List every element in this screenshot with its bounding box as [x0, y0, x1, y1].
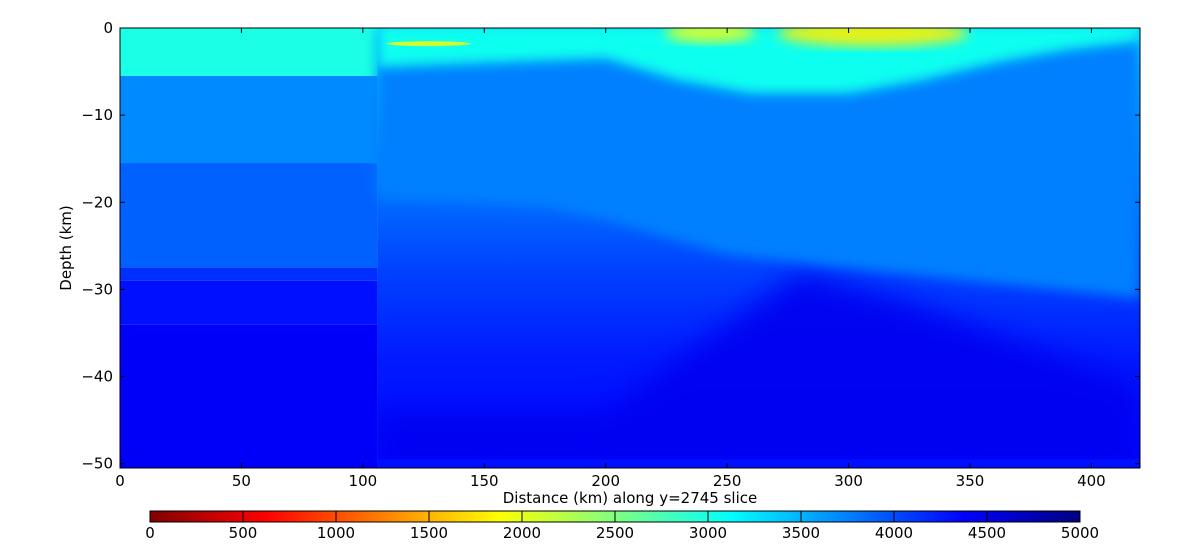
left-layer-1: [120, 75, 378, 164]
left-layer-4: [120, 280, 378, 325]
colorbar-tick-label: 4500: [968, 524, 1006, 542]
colorbar-tick-label: 0: [145, 524, 155, 542]
left-layer-3: [120, 267, 378, 281]
x-tick-label: 400: [1077, 472, 1106, 490]
y-tick-label: −50: [81, 455, 113, 473]
colorbar-tick-label: 2500: [596, 524, 634, 542]
x-tick-label: 100: [349, 472, 378, 490]
left-layer-2: [120, 163, 378, 268]
y-tick-label: −10: [81, 106, 113, 124]
x-tick-label: 350: [956, 472, 985, 490]
colorbar-tick-label: 3500: [782, 524, 820, 542]
plot-frame: [119, 27, 1141, 469]
left-layer-5: [120, 324, 378, 468]
x-tick-label: 0: [115, 472, 125, 490]
plot-area: [120, 28, 1140, 468]
y-axis-ticks: 0 −10 −20 −30 −40 −50: [81, 19, 1140, 473]
colorbar-tick-label: 3000: [689, 524, 727, 542]
right-bottom-layer: [377, 459, 1140, 468]
colorbar-tick-label: 500: [229, 524, 258, 542]
x-tick-label: 250: [713, 472, 742, 490]
colorbar-tick-label: 2000: [503, 524, 541, 542]
x-axis-ticks: 0 50 100 150 200 250 300 350 400: [115, 28, 1106, 490]
colorbar-tick-label: 5000: [1061, 524, 1099, 542]
x-tick-label: 200: [591, 472, 620, 490]
surface-anomaly-1: [777, 28, 968, 47]
left-velocity-block: [120, 28, 378, 468]
colorbar-tick-label: 1500: [410, 524, 448, 542]
mid-crust-zone: [377, 28, 1140, 299]
colorbar: 0 500 1000 1500 2000 2500 3000 3500 4000 4500 5000: [145, 510, 1099, 542]
right-velocity-block: [377, 28, 1140, 468]
y-tick-label: 0: [103, 19, 113, 37]
surface-anomaly-0: [665, 28, 756, 43]
colorbar-ticks: 0 500 1000 1500 2000 2500 3000 3500 4000 4500 5000: [145, 511, 1099, 542]
y-tick-label: −30: [81, 280, 113, 298]
y-tick-label: −20: [81, 193, 113, 211]
surface-low-velocity-zone: [377, 28, 1140, 94]
y-tick-label: −40: [81, 368, 113, 386]
x-tick-label: 150: [470, 472, 499, 490]
surface-anomaly-2: [386, 41, 471, 47]
y-axis-label: Depth (km): [57, 205, 75, 290]
colorbar-tick-label: 4000: [875, 524, 913, 542]
deep-high-velocity-zone: [377, 271, 1140, 468]
x-tick-label: 50: [232, 472, 251, 490]
colorbar-tick-label: 1000: [317, 524, 355, 542]
x-tick-label: 300: [834, 472, 863, 490]
x-axis-label: Distance (km) along y=2745 slice: [503, 489, 757, 507]
left-layer-0: [120, 28, 378, 76]
